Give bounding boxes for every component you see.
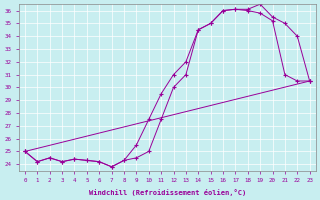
X-axis label: Windchill (Refroidissement éolien,°C): Windchill (Refroidissement éolien,°C) bbox=[89, 189, 246, 196]
